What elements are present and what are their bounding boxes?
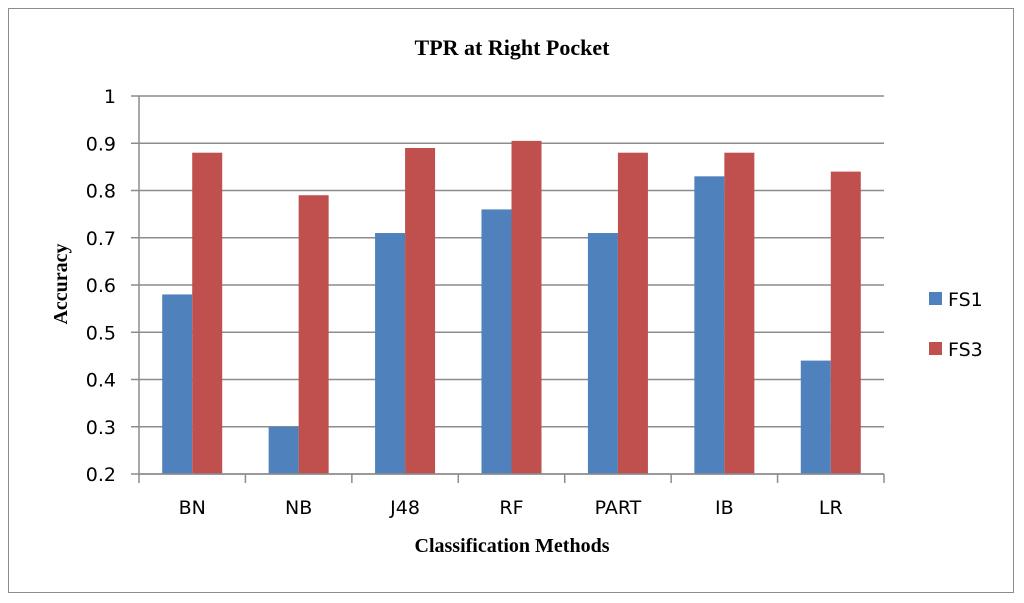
y-axis-title: Accuracy [50,243,72,324]
bar-fs1-bn [162,294,193,474]
y-tick-label: 0.3 [86,417,116,439]
y-tick-label: 1 [104,86,116,108]
x-tick-label: LR [819,497,843,519]
y-tick-label: 0.6 [86,275,116,297]
legend: FS1 FS3 [929,289,983,361]
x-tick-label: BN [179,497,206,519]
bar-fs1-part [587,233,618,474]
bar-fs3-ib [724,152,755,474]
y-tick-label: 0.8 [86,181,116,203]
x-tick-label: J48 [389,497,420,519]
bar-fs1-nb [268,426,299,474]
bar-fs3-lr [830,171,861,474]
legend-swatch-fs3 [929,342,942,355]
x-axis-title: Classification Methods [415,535,610,557]
x-tick-labels: BN NB J48 RF PART IB LR [179,497,843,519]
bar-fs1-lr [800,360,831,474]
bar-fs3-bn [192,152,223,474]
chart-title: TPR at Right Pocket [415,35,611,60]
x-axis [138,473,885,483]
x-tick-label: RF [499,497,523,519]
x-tick-label: PART [595,497,642,519]
bar-fs1-j48 [375,233,406,474]
y-tick-label: 0.4 [86,370,116,392]
legend-label-fs1: FS1 [948,289,983,311]
y-tick-label: 0.2 [86,464,116,486]
y-tick-label: 0.5 [86,322,116,344]
legend-label-fs3: FS3 [948,339,983,361]
bar-fs1-ib [694,176,725,474]
x-tick-label: IB [715,497,734,519]
bar-fs3-j48 [405,147,436,474]
legend-swatch-fs1 [929,292,942,305]
y-tick-label: 0.9 [86,133,116,155]
x-tick-label: NB [285,497,312,519]
y-tick-labels: 0.2 0.3 0.4 0.5 0.6 0.7 0.8 0.9 1 [86,86,116,486]
y-tick-label: 0.7 [86,228,116,250]
bars [162,140,861,474]
bar-fs1-rf [481,209,512,474]
bar-fs3-rf [511,140,542,474]
bar-fs3-part [617,152,648,474]
bar-fs3-nb [298,195,329,474]
